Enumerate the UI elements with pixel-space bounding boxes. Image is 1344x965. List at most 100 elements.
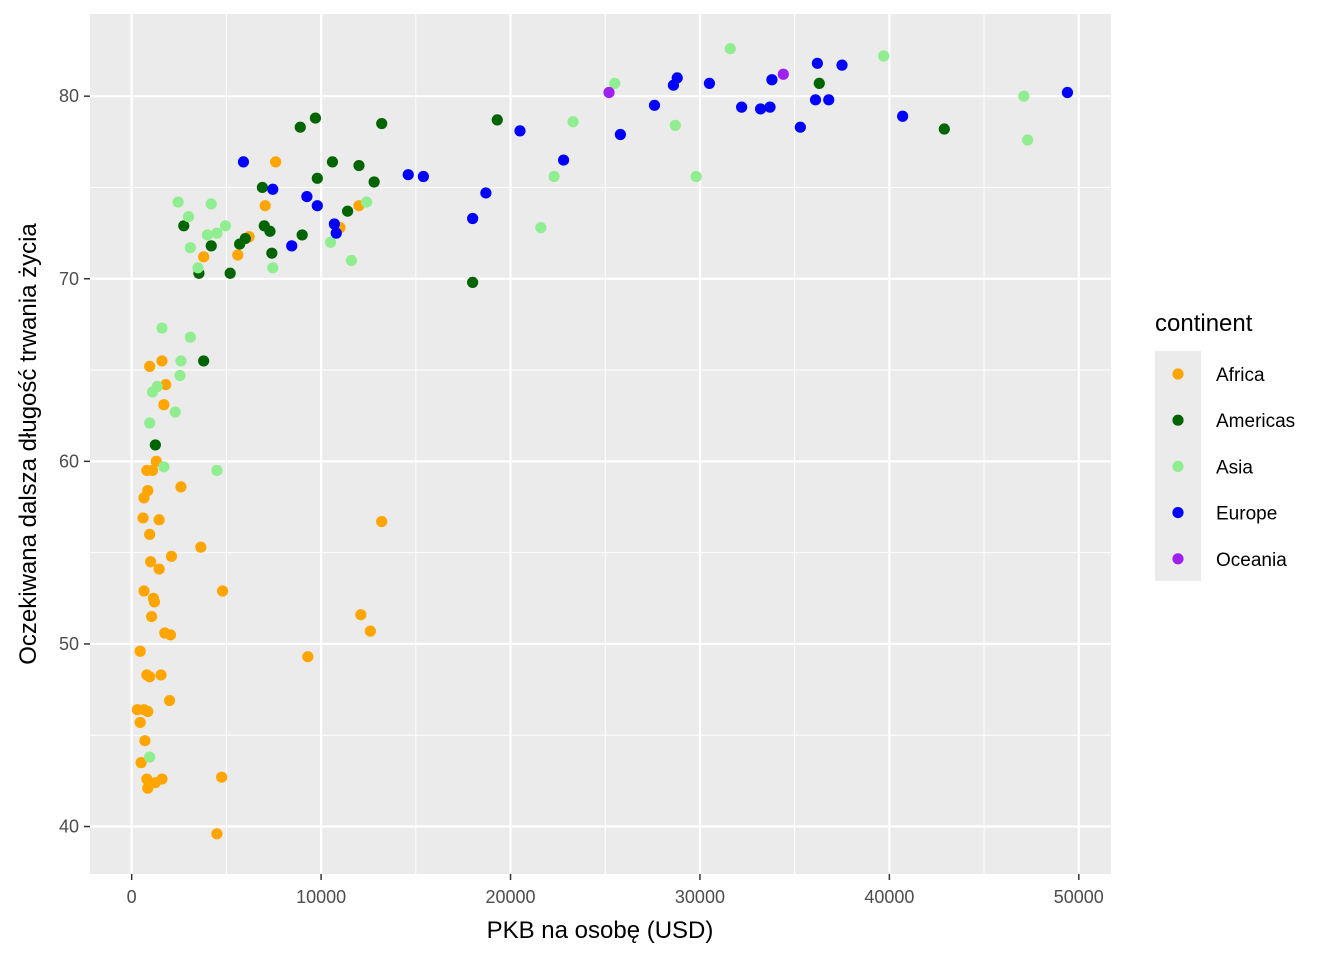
point-africa	[145, 610, 158, 623]
point-europe	[1061, 86, 1074, 99]
point-africa	[302, 651, 314, 663]
point-asia	[1018, 90, 1030, 102]
point-oceania	[777, 68, 789, 80]
point-americas	[296, 229, 308, 241]
x-axis-ticks: 0 10000 20000 30000 40000 50000	[127, 874, 1104, 907]
y-tick-label: 40	[59, 817, 79, 837]
point-europe	[809, 94, 822, 106]
y-axis-title: Oczekiwana dalsza długość trwania życia	[15, 223, 42, 665]
point-africa	[148, 596, 161, 608]
major-grid	[90, 14, 1111, 874]
point-africa	[153, 563, 165, 575]
legend-key-asia	[1172, 460, 1184, 472]
point-asia	[360, 196, 373, 208]
point-americas	[205, 240, 217, 252]
point-europe	[766, 74, 778, 86]
point-africa	[142, 705, 154, 718]
point-europe	[836, 59, 848, 71]
point-americas	[294, 121, 306, 133]
x-tick-label: 10000	[296, 887, 346, 907]
legend-key-europe	[1172, 506, 1184, 519]
plot-panel	[90, 14, 1111, 874]
point-europe	[514, 125, 526, 137]
point-americas	[224, 267, 236, 279]
point-americas	[234, 238, 246, 250]
legend-label-oceania: Oceania	[1216, 550, 1287, 571]
point-americas	[264, 225, 276, 237]
point-europe	[467, 212, 479, 225]
point-asia	[172, 196, 184, 208]
point-asia	[878, 50, 890, 62]
point-americas	[813, 77, 825, 89]
point-asia	[205, 198, 217, 210]
point-asia	[345, 254, 358, 267]
point-asia	[690, 170, 702, 183]
point-americas	[368, 176, 380, 188]
point-europe	[703, 77, 716, 89]
point-europe	[667, 79, 680, 91]
point-europe	[417, 170, 429, 183]
point-asia	[201, 229, 214, 241]
point-europe	[614, 128, 626, 141]
point-europe	[311, 200, 323, 212]
point-asia	[144, 417, 156, 429]
data-points	[131, 43, 1074, 840]
point-europe	[754, 103, 767, 115]
point-americas	[198, 355, 210, 367]
legend: continent Africa Americas Asia Europe Oceani…	[1155, 310, 1295, 581]
point-asia	[158, 461, 170, 473]
point-asia	[169, 406, 181, 418]
y-tick-label: 60	[59, 451, 79, 471]
point-africa	[216, 771, 228, 783]
point-africa	[165, 550, 178, 562]
point-africa	[138, 585, 150, 597]
legend-label-asia: Asia	[1216, 457, 1253, 478]
point-africa	[164, 629, 177, 641]
point-europe	[330, 227, 342, 239]
point-africa	[144, 528, 156, 540]
point-asia	[267, 262, 279, 274]
point-asia	[192, 262, 204, 274]
point-asia	[182, 211, 195, 223]
point-asia	[184, 331, 196, 343]
point-americas	[266, 247, 278, 259]
point-africa	[142, 782, 154, 794]
y-tick-label: 80	[59, 86, 79, 106]
point-americas	[467, 276, 479, 289]
point-europe	[286, 240, 298, 252]
x-tick-label: 30000	[675, 887, 725, 907]
y-tick-label: 70	[59, 269, 79, 289]
point-asia	[156, 322, 168, 334]
point-americas	[342, 205, 354, 217]
point-africa	[259, 200, 271, 212]
point-africa	[216, 585, 229, 597]
point-africa	[146, 464, 159, 477]
point-africa	[153, 514, 165, 526]
point-africa	[134, 716, 146, 729]
point-africa	[134, 645, 146, 657]
point-americas	[938, 123, 950, 135]
y-axis-ticks: 40 50 60 70 80	[59, 86, 90, 837]
point-americas	[311, 172, 323, 184]
point-africa	[141, 773, 153, 785]
legend-label-europe: Europe	[1216, 504, 1277, 525]
point-asia	[548, 170, 560, 183]
point-africa	[211, 828, 223, 840]
point-oceania	[603, 86, 615, 99]
legend-key-oceania	[1172, 553, 1184, 565]
point-asia	[146, 386, 159, 398]
point-europe	[811, 57, 823, 69]
point-asia	[211, 227, 223, 239]
x-tick-label: 40000	[864, 887, 914, 907]
point-europe	[764, 101, 776, 113]
point-europe	[480, 187, 492, 199]
point-americas	[326, 156, 339, 168]
legend-items: Africa Americas Asia Europe Oceania	[1172, 365, 1295, 571]
point-americas	[178, 220, 190, 232]
point-asia	[1022, 134, 1034, 146]
point-africa	[163, 694, 176, 707]
point-europe	[736, 101, 748, 113]
x-tick-label: 0	[127, 887, 137, 907]
point-asia	[184, 242, 196, 254]
point-asia	[535, 222, 547, 234]
